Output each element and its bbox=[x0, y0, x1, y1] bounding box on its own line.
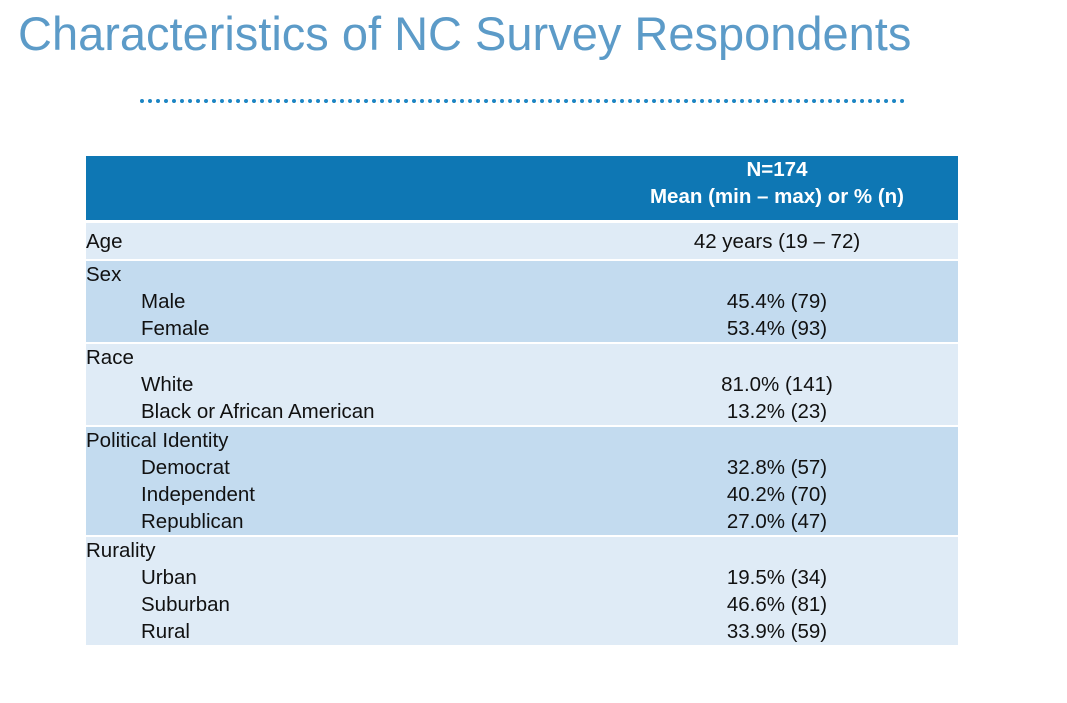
category-label-political-identity: Political Identity bbox=[86, 429, 229, 452]
value-female: 53.4% (93) bbox=[726, 317, 828, 340]
value-rural: 33.9% (59) bbox=[726, 620, 828, 643]
table-row-race: Race White Black or African American 81.… bbox=[86, 343, 958, 426]
value-male: 45.4% (79) bbox=[726, 290, 828, 313]
value-republican: 27.0% (47) bbox=[726, 510, 828, 533]
category-label-race: Race bbox=[86, 346, 134, 369]
category-label-sex: Sex bbox=[86, 263, 122, 286]
sub-label-female: Female bbox=[141, 317, 210, 340]
value-age: 42 years (19 – 72) bbox=[693, 230, 861, 253]
table-row-sex: Sex Male Female 45.4% (79) 53.4% (93) bbox=[86, 260, 958, 343]
header-blank-cell bbox=[86, 156, 596, 223]
sub-label-republican: Republican bbox=[141, 510, 244, 533]
value-urban: 19.5% (34) bbox=[726, 566, 828, 589]
sub-label-white: White bbox=[141, 373, 194, 396]
sub-label-urban: Urban bbox=[141, 566, 197, 589]
title-dotted-divider bbox=[140, 99, 905, 103]
header-sample-cell: N=174 Mean (min – max) or % (n) bbox=[596, 156, 958, 223]
sub-label-rural: Rural bbox=[141, 620, 190, 643]
value-suburban: 46.6% (81) bbox=[726, 593, 828, 616]
header-statistic-description: Mean (min – max) or % (n) bbox=[649, 185, 904, 208]
value-independent: 40.2% (70) bbox=[726, 483, 828, 506]
value-white: 81.0% (141) bbox=[721, 373, 833, 396]
page-title: Characteristics of NC Survey Respondents bbox=[18, 7, 912, 60]
category-label-age: Age bbox=[86, 230, 123, 253]
sub-label-male: Male bbox=[141, 290, 186, 313]
sub-label-independent: Independent bbox=[141, 483, 256, 506]
header-sample-size: N=174 bbox=[746, 158, 808, 181]
table-row-age: Age 42 years (19 – 72) bbox=[86, 221, 958, 260]
sub-label-suburban: Suburban bbox=[141, 593, 230, 616]
value-black-or-african-american: 13.2% (23) bbox=[726, 400, 828, 423]
sub-label-democrat: Democrat bbox=[141, 456, 230, 479]
table-row-rurality: Rurality Urban Suburban Rural 19.5% (34)… bbox=[86, 536, 958, 646]
table-row-political-identity: Political Identity Democrat Independent … bbox=[86, 426, 958, 536]
table-header-row: N=174 Mean (min – max) or % (n) bbox=[86, 156, 958, 223]
category-label-rurality: Rurality bbox=[86, 539, 156, 562]
respondent-characteristics-table: N=174 Mean (min – max) or % (n) Age 42 y… bbox=[86, 156, 958, 647]
sub-label-black-or-african-american: Black or African American bbox=[141, 400, 375, 423]
value-democrat: 32.8% (57) bbox=[726, 456, 828, 479]
